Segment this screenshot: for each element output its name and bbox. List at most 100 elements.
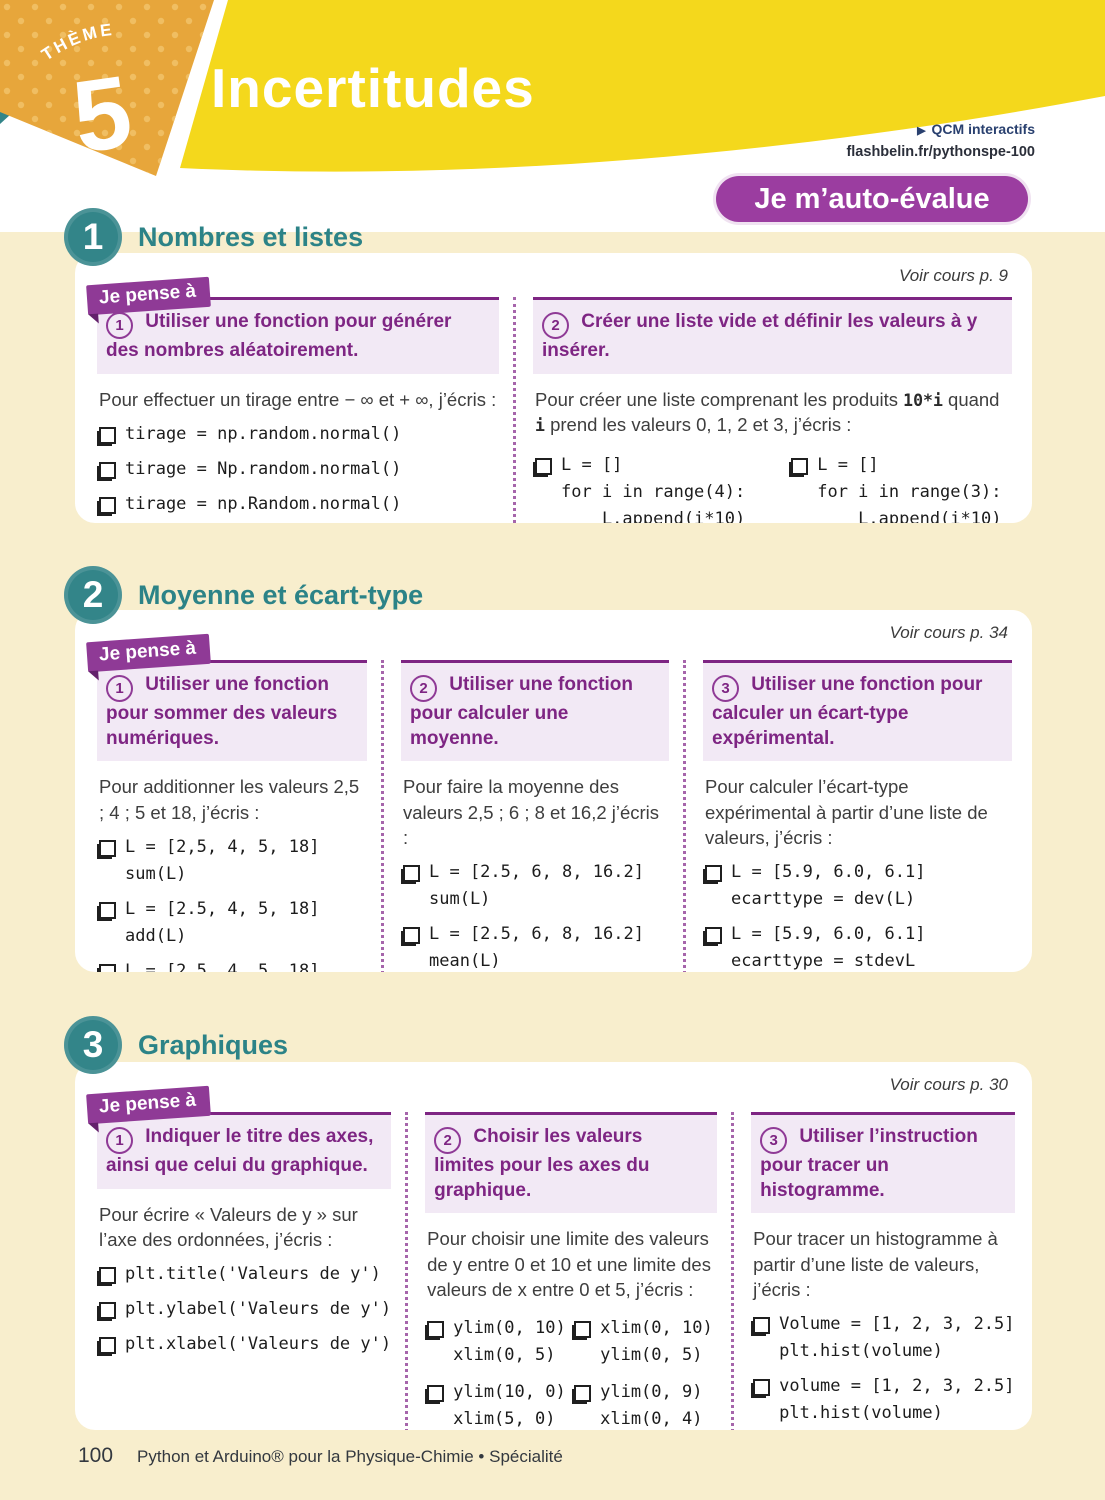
checkbox-icon[interactable]	[99, 839, 116, 857]
answer-option: L = [5.9, 6.0, 6.1] ecarttype = dev(L)	[703, 859, 1012, 913]
checkbox-icon[interactable]	[403, 926, 420, 944]
header-banner: THÈME 5	[0, 0, 1105, 176]
question-column: 2 Choisir les valeurs limites pour les a…	[405, 1112, 718, 1430]
question-number-badge: 3	[712, 675, 739, 702]
voir-cours-reference: Voir cours p. 30	[889, 1075, 1008, 1094]
section-header-graphiques: 3 Graphiques	[64, 1016, 288, 1074]
answer-option: ylim(10, 0) xlim(5, 0)	[425, 1379, 570, 1430]
question-box: 2 Choisir les valeurs limites pour les a…	[425, 1112, 718, 1214]
checkbox-icon[interactable]	[99, 901, 116, 919]
checkbox-icon[interactable]	[535, 457, 552, 475]
checkbox-icon[interactable]	[753, 1378, 771, 1396]
section-number-badge: 2	[64, 566, 122, 624]
question-intro: Pour faire la moyenne des valeurs 2,5 ; …	[403, 776, 660, 848]
checkbox-icon[interactable]	[791, 457, 809, 475]
code-snippet: tirage = np.Random.normal()	[125, 493, 402, 514]
question-intro: Pour effectuer un tirage entre − ∞ et + …	[99, 388, 497, 410]
answer-option: tirage = np.Random.normal()	[97, 491, 499, 518]
answer-option: plt.title('Valeurs de y')	[97, 1261, 391, 1288]
section-number-badge: 1	[64, 208, 122, 266]
code-snippet: L = [] for i in range(4): L.append(i*10)	[561, 454, 746, 523]
answer-option: L = [2.5, 4, 5, 18] add(L)	[97, 896, 367, 950]
code-snippet: L = [2.5, 6, 8, 16.2] mean(L)	[429, 923, 644, 971]
code-snippet: tirage = Np.random.normal()	[125, 458, 402, 479]
question-intro: Pour créer une liste comprenant les prod…	[535, 388, 1000, 436]
answer-option: plt.ylabel('Valeurs de y')	[97, 1296, 391, 1323]
question-number-badge: 1	[106, 1127, 133, 1154]
question-column: 2 Utiliser une fonction pour calculer un…	[381, 660, 669, 972]
answer-option: ylim(0, 9) xlim(0, 4)	[572, 1379, 717, 1430]
question-column: 2 Créer une liste vide et définir les va…	[513, 297, 1012, 523]
checkbox-icon[interactable]	[99, 963, 116, 972]
answer-option: L = [2.5, 6, 8, 16.2] mean(L)	[401, 921, 669, 972]
code-snippet: plt.ylabel('Valeurs de y')	[125, 1299, 392, 1319]
checkbox-icon[interactable]	[574, 1320, 592, 1338]
inline-code: 10*i	[903, 390, 943, 410]
answer-option: plt.xlabel('Valeurs de y')	[97, 1331, 391, 1358]
question-number-badge: 1	[106, 675, 133, 702]
question-title: Utiliser l’instruction pour tracer un hi…	[760, 1126, 978, 1201]
answer-option: Volume = [1, 2, 3, 2.5] plt.hist(volume)	[751, 1311, 1015, 1365]
question-number-badge: 1	[106, 312, 133, 339]
checkbox-icon[interactable]	[403, 864, 420, 882]
inline-code: i	[535, 416, 545, 436]
page-title: Incertitudes	[211, 57, 535, 119]
voir-cours-reference: Voir cours p. 9	[899, 266, 1008, 285]
question-title: Choisir les valeurs limites pour les axe…	[434, 1126, 650, 1201]
question-title: Utiliser une fonction pour générer des n…	[106, 311, 452, 361]
code-snippet: tirage = np.random.normal()	[125, 423, 402, 444]
checkbox-icon[interactable]	[99, 1337, 116, 1354]
code-snippet: L = [5.9, 6.0, 6.1] ecarttype = dev(L)	[731, 861, 926, 909]
self-evaluation-button[interactable]: Je m’auto-évalue	[716, 176, 1028, 222]
section-title: Nombres et listes	[138, 221, 364, 252]
checkbox-icon[interactable]	[99, 461, 116, 479]
yellow-banner-shape	[180, 0, 1105, 172]
question-box: 1 Utiliser une fonction pour générer des…	[97, 297, 499, 374]
answer-option: volume = [1, 2, 3, 2.5] plt.hist(volume)	[751, 1373, 1015, 1427]
checkbox-icon[interactable]	[99, 1302, 116, 1319]
checkbox-icon[interactable]	[705, 926, 722, 944]
answer-option: L = [5.9, 6.0, 6.1] ecarttype = stdevL	[703, 921, 1012, 972]
question-number-badge: 3	[760, 1127, 788, 1154]
checkbox-icon[interactable]	[99, 1267, 116, 1284]
question-column: 3 Utiliser une fonction pour calculer un…	[683, 660, 1012, 972]
answer-option: L = [] for i in range(3): L.append(i*10)	[789, 452, 1001, 523]
question-box: 2 Utiliser une fonction pour calculer un…	[401, 660, 669, 762]
checkbox-icon[interactable]	[427, 1320, 445, 1338]
answer-option: xlim(0, 10) ylim(0, 5)	[572, 1315, 717, 1369]
checkbox-icon[interactable]	[99, 426, 116, 444]
page-number: 100	[78, 1444, 114, 1467]
section-panel-2: Voir cours p. 34 Je pense à 1 Utiliser u…	[75, 610, 1032, 972]
question-column: 3 Utiliser l’instruction pour tracer un …	[731, 1112, 1015, 1430]
answer-option: L = [2,5, 4, 5, 18] sum(L)	[97, 834, 367, 888]
section-header-moyenne-et-ecart-type: 2 Moyenne et écart-type	[64, 566, 423, 624]
code-snippet: L = [2.5, 4, 5, 18]sum(L)	[125, 960, 320, 972]
checkbox-icon[interactable]	[705, 864, 722, 882]
answer-option: L = [2.5, 6, 8, 16.2] sum(L)	[401, 859, 669, 913]
code-snippet: L = [2,5, 4, 5, 18] sum(L)	[125, 836, 320, 884]
answer-option: ylim(0, 10) xlim(0, 5)	[425, 1315, 570, 1369]
question-intro: Pour calculer l’écart-type expérimental …	[705, 776, 988, 848]
checkbox-icon[interactable]	[99, 496, 116, 514]
voir-cours-reference: Voir cours p. 34	[889, 623, 1008, 642]
qcm-url: flashbelin.fr/pythonspe-100	[846, 144, 1035, 160]
question-intro: Pour écrire « Valeurs de y » sur l’axe d…	[99, 1203, 358, 1250]
section-title: Moyenne et écart-type	[138, 579, 424, 610]
section-number-badge: 3	[64, 1016, 122, 1074]
checkbox-icon[interactable]	[753, 1316, 771, 1334]
question-column: 1 Utiliser une fonction pour générer des…	[97, 297, 499, 523]
question-title: Utiliser une fonction pour calculer une …	[410, 674, 633, 749]
code-snippet: ylim(10, 0) xlim(5, 0)	[453, 1381, 566, 1429]
arrow-right-icon: ▶	[917, 125, 926, 137]
code-snippet: L = [2.5, 4, 5, 18] add(L)	[125, 898, 320, 946]
question-box: 1 Utiliser une fonction pour sommer des …	[97, 660, 367, 762]
checkbox-icon[interactable]	[574, 1384, 592, 1402]
section-header-nombres-et-listes: 1 Nombres et listes	[64, 208, 363, 266]
question-intro: Pour tracer un histogramme à partir d’un…	[753, 1228, 998, 1300]
footer-text: Python et Arduino® pour la Physique-Chim…	[137, 1447, 563, 1466]
question-box: 3 Utiliser une fonction pour calculer un…	[703, 660, 1012, 762]
checkbox-icon[interactable]	[427, 1384, 445, 1402]
code-snippet: xlim(0, 10) ylim(0, 5)	[600, 1317, 713, 1365]
question-title: Indiquer le titre des axes, ainsi que ce…	[106, 1126, 374, 1176]
